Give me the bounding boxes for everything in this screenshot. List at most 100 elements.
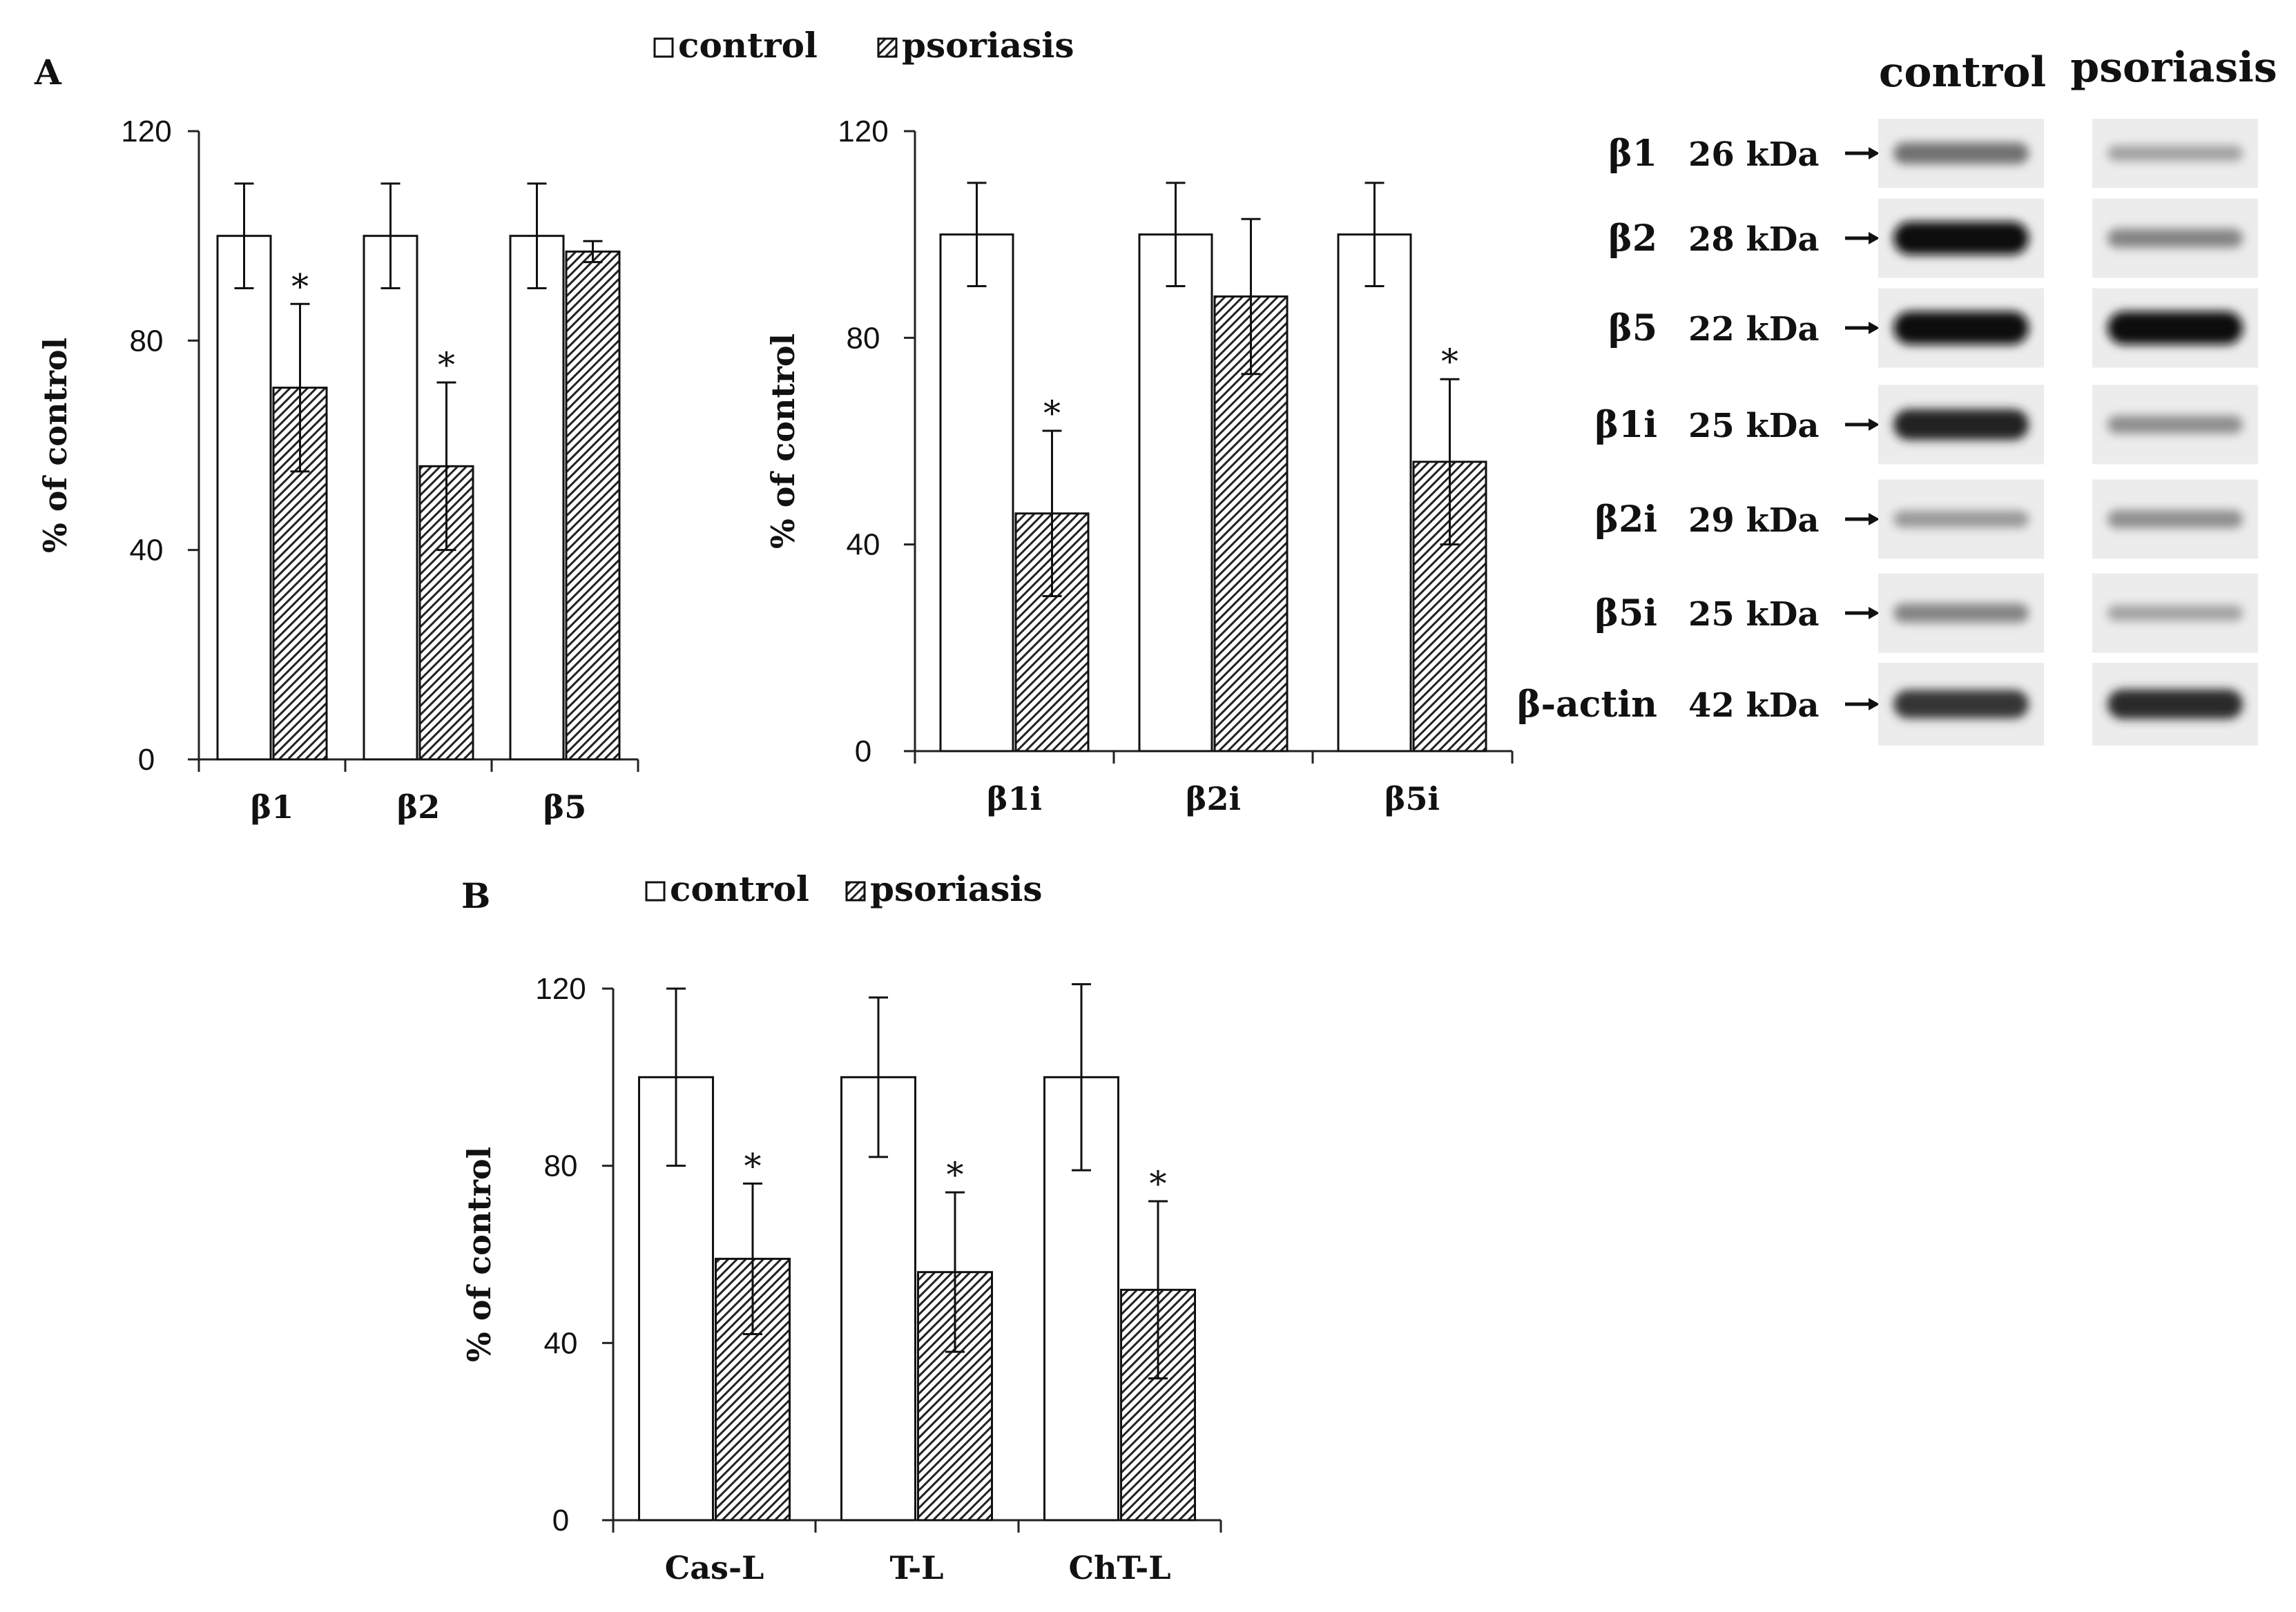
- blot-protein-label: β2: [1608, 217, 1657, 260]
- y-tick-label: 0: [855, 735, 871, 768]
- blot-row: β5 22 kDa: [1608, 288, 2258, 368]
- blot-band-psoriasis: [2107, 689, 2243, 719]
- significance-mark: *: [744, 1146, 762, 1186]
- blot-protein-label: β5: [1608, 307, 1657, 349]
- y-tick-label: 80: [847, 321, 880, 355]
- blot-mw-label: 26 kDa: [1688, 135, 1820, 174]
- blot-protein-label: β-actin: [1517, 683, 1657, 726]
- y-axis-label: % of control: [764, 333, 802, 549]
- legend-a: control psoriasis: [653, 25, 1074, 66]
- significance-mark: *: [438, 345, 455, 385]
- x-tick-label: β2: [397, 788, 441, 826]
- significance-mark: *: [291, 266, 309, 307]
- legend-b-psoriasis-swatch: [845, 881, 866, 902]
- blot-mw-label: 28 kDa: [1688, 220, 1820, 259]
- blot-mw-label: 42 kDa: [1688, 686, 1820, 725]
- y-tick-label: 0: [138, 743, 155, 777]
- x-tick-label: β1: [251, 788, 294, 826]
- bar-psoriasis: [272, 387, 328, 761]
- bar-control: [509, 235, 565, 761]
- x-tick-label: T-L: [889, 1549, 943, 1586]
- y-tick-label: 80: [130, 324, 164, 358]
- blot-mw-label: 22 kDa: [1688, 310, 1820, 349]
- blot-header-control: control: [1879, 48, 2046, 97]
- x-tick-label: β5: [543, 788, 587, 826]
- x-tick-label: Cas-L: [665, 1549, 764, 1586]
- y-tick-label: 80: [544, 1149, 578, 1183]
- y-axis-label: % of control: [461, 1147, 498, 1362]
- legend-a-psoriasis-swatch: [877, 37, 898, 58]
- blot-protein-label: β2i: [1595, 498, 1657, 541]
- western-blot: control psoriasis β1 26 kDa β2 28 kDa β5 22 k…: [1517, 43, 2277, 746]
- x-tick-label: β5i: [1385, 780, 1440, 817]
- bar-control: [939, 233, 1014, 752]
- y-tick-label: 120: [121, 115, 171, 148]
- blot-band-psoriasis: [2107, 605, 2243, 621]
- panel-label-a: A: [34, 52, 62, 93]
- blot-arrow-head: [1869, 322, 1880, 334]
- blot-band-control: [1893, 690, 2029, 719]
- blot-arrow-head: [1869, 418, 1880, 431]
- x-tick-label: β1i: [987, 780, 1042, 817]
- bar-control: [1337, 233, 1412, 752]
- blot-row: β1i 25 kDa: [1595, 385, 2258, 465]
- significance-mark: *: [1150, 1164, 1167, 1204]
- blot-arrow-head: [1869, 147, 1880, 159]
- y-tick-label: 120: [535, 972, 586, 1006]
- significance-mark: *: [947, 1155, 964, 1195]
- legend-b: control psoriasis: [645, 868, 1043, 909]
- bar-control: [216, 235, 272, 761]
- y-tick-label: 40: [130, 534, 164, 567]
- bar-control: [1138, 233, 1213, 752]
- y-tick-label: 120: [838, 115, 888, 148]
- y-tick-label: 0: [552, 1504, 569, 1537]
- blot-mw-label: 29 kDa: [1688, 501, 1820, 540]
- chart-activities: 0 40 80 120 % of control Cas-L * T-L * ChT-L *: [461, 972, 1222, 1586]
- blot-row: β2 28 kDa: [1608, 198, 2258, 278]
- blot-band-psoriasis: [2107, 229, 2243, 248]
- bar-psoriasis: [565, 250, 621, 761]
- legend-a-control-label: control: [678, 25, 818, 66]
- blot-band-psoriasis: [2107, 510, 2243, 528]
- blot-band-control: [1893, 222, 2029, 255]
- blot-band-control: [1893, 409, 2029, 440]
- legend-b-control-swatch: [645, 881, 666, 902]
- y-axis-label: % of control: [37, 338, 74, 553]
- blot-mw-label: 25 kDa: [1688, 407, 1820, 445]
- blot-mw-label: 25 kDa: [1688, 595, 1820, 634]
- blot-row: β5i 25 kDa: [1595, 573, 2258, 653]
- legend-a-psoriasis-label: psoriasis: [902, 25, 1074, 66]
- legend-b-psoriasis-label: psoriasis: [870, 868, 1043, 909]
- chart-subunits-immuno: 0 40 80 120 % of control β1i * β2i β5i *: [764, 115, 1514, 817]
- panel-label-b: B: [461, 875, 490, 916]
- blot-row: β1 26 kDa: [1608, 119, 2258, 188]
- y-tick-label: 40: [847, 528, 880, 562]
- blot-band-control: [1893, 142, 2029, 164]
- legend-a-control-swatch: [653, 37, 674, 58]
- blot-band-psoriasis: [2107, 416, 2243, 434]
- x-tick-label: β2i: [1186, 780, 1241, 817]
- blot-row: β-actin 42 kDa: [1517, 663, 2258, 746]
- significance-mark: *: [1043, 394, 1061, 434]
- blot-protein-label: β5i: [1595, 592, 1657, 634]
- blot-row: β2i 29 kDa: [1595, 479, 2258, 559]
- bar-control: [363, 235, 418, 761]
- blot-band-control: [1893, 311, 2029, 344]
- blot-band-control: [1893, 510, 2029, 528]
- chart-subunits-constitutive: 0 40 80 120 % of control β1 * β2 * β5: [37, 115, 639, 826]
- blot-protein-label: β1i: [1595, 404, 1657, 446]
- y-tick-label: 40: [544, 1326, 578, 1360]
- blot-band-control: [1893, 603, 2029, 623]
- blot-protein-label: β1: [1608, 133, 1657, 175]
- blot-band-psoriasis: [2107, 145, 2243, 162]
- significance-mark: *: [1441, 342, 1458, 382]
- blot-arrow-head: [1869, 513, 1880, 525]
- blot-arrow-head: [1869, 698, 1880, 710]
- legend-b-control-label: control: [670, 868, 809, 909]
- blot-arrow-head: [1869, 232, 1880, 244]
- blot-band-psoriasis: [2107, 311, 2243, 344]
- x-tick-label: ChT-L: [1068, 1549, 1170, 1586]
- blot-header-psoriasis: psoriasis: [2070, 43, 2277, 92]
- blot-arrow-head: [1869, 607, 1880, 619]
